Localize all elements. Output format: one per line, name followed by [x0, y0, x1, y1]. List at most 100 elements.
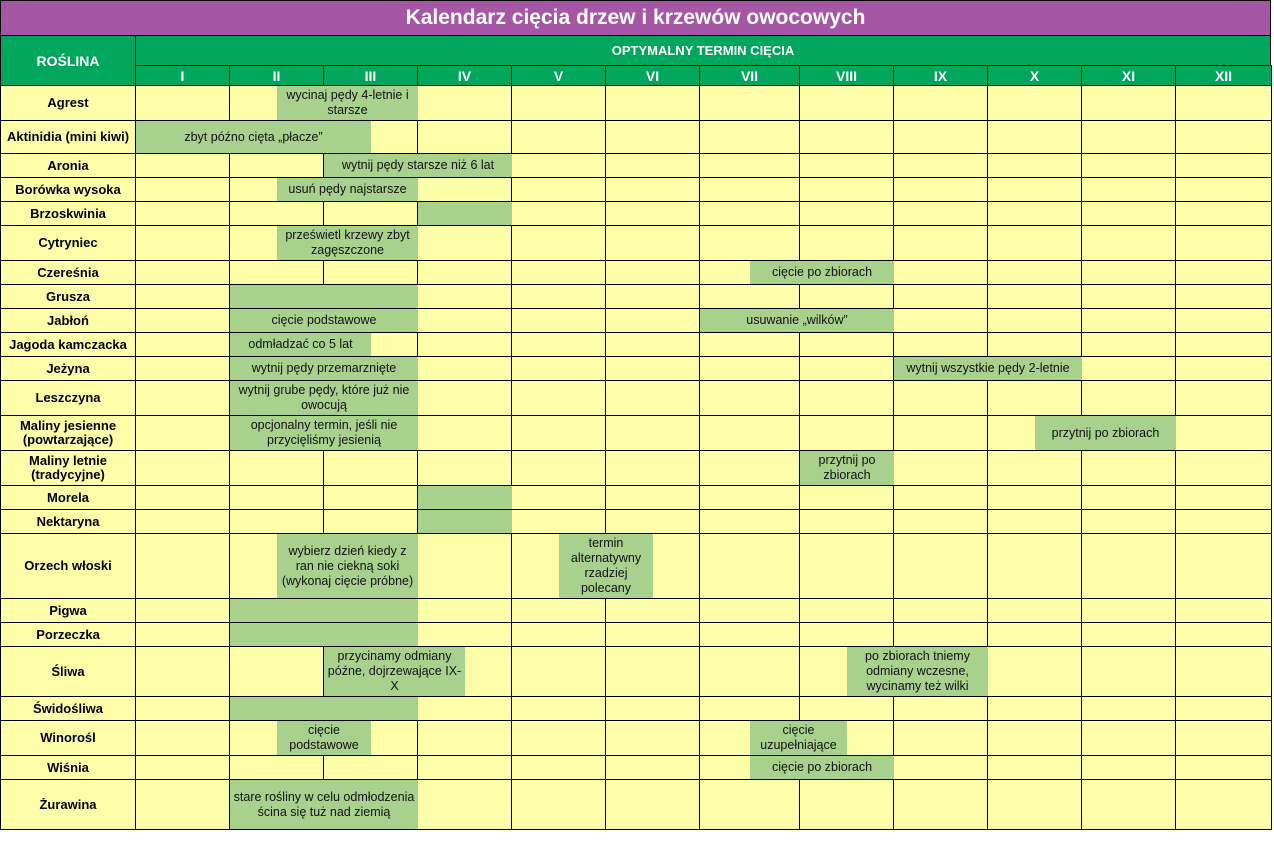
month-cell — [987, 533, 1082, 599]
month-cell — [799, 622, 894, 647]
month-cell — [699, 201, 800, 226]
plant-name: Pigwa — [0, 598, 136, 623]
month-cell — [893, 260, 988, 285]
month-cell — [987, 450, 1082, 486]
month-cell — [605, 201, 700, 226]
month-cell — [417, 332, 512, 357]
pruning-period-bar: przytnij po zbiorach — [800, 451, 894, 485]
month-cell — [799, 509, 894, 534]
month-cell — [417, 696, 512, 721]
month-cell — [987, 646, 1082, 697]
month-cell — [987, 696, 1082, 721]
month-cell — [1175, 720, 1272, 756]
month-cell — [135, 720, 230, 756]
month-cell — [699, 177, 800, 202]
month-cell — [1081, 260, 1176, 285]
month-cell — [1175, 120, 1272, 154]
month-cell — [1175, 779, 1272, 830]
month-cell — [605, 120, 700, 154]
month-cell — [417, 308, 512, 333]
month-cell — [605, 598, 700, 623]
month-cell — [323, 509, 418, 534]
month-cell — [799, 415, 894, 451]
month-cell — [987, 779, 1082, 830]
month-cell — [417, 260, 512, 285]
month-cell — [1081, 696, 1176, 721]
month-cell — [1081, 85, 1176, 121]
month-cell — [893, 201, 988, 226]
pruning-period-bar: termin alternatywny rzadziej polecany — [559, 534, 653, 598]
month-cell — [605, 85, 700, 121]
month-cell — [1175, 308, 1272, 333]
plant-name: Aronia — [0, 153, 136, 178]
pruning-period-bar: przytnij po zbiorach — [1035, 416, 1176, 450]
plant-name: Morela — [0, 485, 136, 510]
month-cell — [605, 415, 700, 451]
month-cell — [135, 380, 230, 416]
month-cell — [1175, 598, 1272, 623]
month-cell — [511, 85, 606, 121]
month-cell — [417, 85, 512, 121]
month-cell — [699, 450, 800, 486]
month-cell — [893, 177, 988, 202]
month-cell — [699, 509, 800, 534]
month-cell — [135, 308, 230, 333]
month-cell — [699, 622, 800, 647]
month-cell — [135, 85, 230, 121]
month-cell — [987, 284, 1082, 309]
period-header: OPTYMALNY TERMIN CIĘCIA — [135, 35, 1271, 66]
month-cell — [511, 260, 606, 285]
month-cell — [1081, 622, 1176, 647]
month-cell — [1175, 509, 1272, 534]
month-cell — [135, 356, 230, 381]
month-cell — [799, 533, 894, 599]
month-header: IX — [893, 65, 988, 86]
month-cell — [1175, 177, 1272, 202]
pruning-period-bar: stare rośliny w celu odmłodzenia ścina s… — [230, 780, 418, 829]
month-cell — [893, 755, 988, 780]
plant-name: Maliny letnie (tradycyjne) — [0, 450, 136, 486]
month-cell — [323, 485, 418, 510]
month-cell — [229, 755, 324, 780]
month-cell — [511, 696, 606, 721]
month-cell — [893, 380, 988, 416]
month-cell — [605, 755, 700, 780]
month-cell — [135, 201, 230, 226]
month-header: VI — [605, 65, 700, 86]
plant-name: Świdośliwa — [0, 696, 136, 721]
plant-name: Wiśnia — [0, 755, 136, 780]
month-cell — [1081, 380, 1176, 416]
month-cell — [323, 260, 418, 285]
page-title: Kalendarz cięcia drzew i krzewów owocowy… — [0, 0, 1271, 36]
month-cell — [511, 509, 606, 534]
month-cell — [1081, 284, 1176, 309]
month-cell — [799, 779, 894, 830]
month-cell — [511, 177, 606, 202]
month-cell — [799, 225, 894, 261]
pruning-period-bar: cięcie po zbiorach — [750, 756, 894, 779]
month-cell — [987, 598, 1082, 623]
month-cell — [135, 485, 230, 510]
month-cell — [987, 177, 1082, 202]
month-cell — [135, 598, 230, 623]
pruning-period-bar: wycinaj pędy 4-letnie i starsze — [277, 86, 418, 120]
month-cell — [893, 720, 988, 756]
month-cell — [1175, 533, 1272, 599]
plant-name: Leszczyna — [0, 380, 136, 416]
month-cell — [1081, 332, 1176, 357]
plant-name: Cytryniec — [0, 225, 136, 261]
pruning-period-bar: prześwietl krzewy zbyt zagęszczone — [277, 226, 418, 260]
month-cell — [605, 153, 700, 178]
month-cell — [699, 696, 800, 721]
plant-name: Brzoskwinia — [0, 201, 136, 226]
month-cell — [893, 225, 988, 261]
pruning-period-bar: po zbiorach tniemy odmiany wczesne, wyci… — [847, 647, 988, 696]
month-cell — [699, 646, 800, 697]
month-cell — [229, 646, 324, 697]
month-cell — [699, 533, 800, 599]
month-cell — [605, 177, 700, 202]
month-cell — [605, 720, 700, 756]
month-cell — [229, 201, 324, 226]
month-cell — [799, 120, 894, 154]
